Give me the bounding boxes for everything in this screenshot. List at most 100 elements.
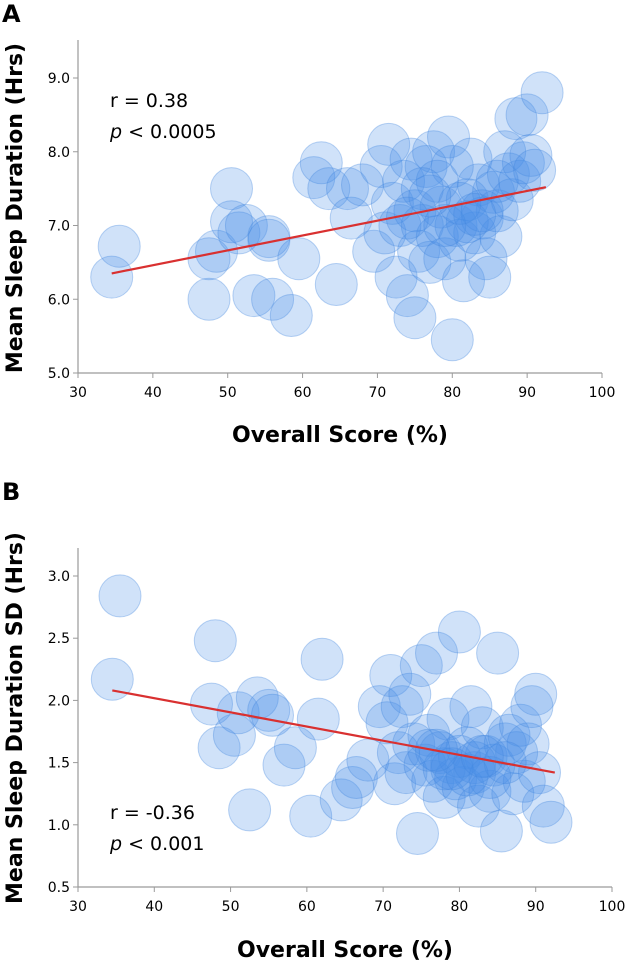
data-point bbox=[518, 751, 561, 795]
y-tick-label: 8.0 bbox=[48, 145, 70, 161]
y-tick-label: 3.0 bbox=[48, 569, 70, 585]
data-point bbox=[449, 685, 493, 729]
data-point bbox=[389, 137, 433, 181]
data-point bbox=[442, 259, 485, 303]
x-tick-label: 30 bbox=[69, 385, 87, 401]
panel-b-fit-line bbox=[112, 689, 556, 774]
data-point bbox=[460, 734, 504, 778]
data-point bbox=[468, 769, 512, 813]
data-point bbox=[197, 726, 241, 770]
y-tick-label: 6.0 bbox=[48, 292, 70, 308]
x-tick-label: 50 bbox=[222, 899, 240, 915]
data-point bbox=[393, 189, 437, 233]
data-point bbox=[502, 759, 546, 803]
x-tick-label: 100 bbox=[599, 899, 626, 915]
data-point bbox=[373, 762, 417, 806]
data-point bbox=[289, 794, 333, 838]
data-point bbox=[510, 685, 554, 729]
data-point bbox=[393, 296, 437, 340]
data-point bbox=[505, 93, 549, 137]
data-point bbox=[217, 211, 261, 255]
data-point bbox=[251, 277, 295, 321]
data-point bbox=[400, 204, 444, 247]
data-point bbox=[90, 255, 134, 299]
data-point bbox=[430, 318, 474, 362]
data-point bbox=[468, 255, 512, 299]
data-point bbox=[400, 167, 444, 211]
data-point bbox=[426, 697, 470, 741]
data-point bbox=[457, 784, 500, 828]
data-point bbox=[352, 229, 396, 273]
data-point bbox=[423, 237, 467, 281]
x-tick-label: 70 bbox=[374, 899, 392, 915]
data-point bbox=[441, 766, 485, 809]
data-point bbox=[247, 215, 291, 259]
panel-b: B 0.5 1.0 1.5 2.0 2.5 3.0 30 40 50 60 70 80 90 100 r… bbox=[2, 478, 625, 963]
data-point bbox=[388, 672, 432, 716]
data-point bbox=[326, 167, 369, 211]
data-point bbox=[475, 189, 519, 233]
data-point bbox=[487, 713, 531, 757]
y-tick-label: 2.0 bbox=[48, 693, 70, 709]
y-tick-label: 5.0 bbox=[48, 366, 70, 382]
data-point bbox=[228, 788, 272, 832]
data-point bbox=[468, 756, 512, 799]
panel-letter-a: A bbox=[2, 0, 21, 28]
data-point bbox=[247, 218, 291, 262]
data-point bbox=[232, 274, 276, 318]
data-point bbox=[445, 200, 489, 244]
data-point bbox=[411, 759, 455, 803]
data-point bbox=[370, 181, 414, 225]
data-point bbox=[365, 701, 409, 745]
data-point bbox=[262, 743, 306, 787]
data-point bbox=[521, 784, 565, 828]
x-tick-label: 40 bbox=[144, 385, 162, 401]
panel-b-x-ticks: 30 40 50 60 70 80 90 100 bbox=[69, 887, 625, 915]
panel-a-r-value: r = 0.38 bbox=[110, 90, 188, 112]
data-point bbox=[363, 211, 407, 255]
data-point bbox=[445, 753, 489, 797]
panel-a-y-ticks: 5.0 6.0 7.0 8.0 9.0 bbox=[48, 71, 78, 382]
panel-a-x-axis-title: Overall Score (%) bbox=[232, 423, 448, 448]
data-point bbox=[514, 672, 558, 716]
data-point bbox=[449, 137, 493, 181]
x-tick-label: 30 bbox=[69, 899, 87, 915]
data-point bbox=[359, 145, 403, 188]
x-tick-label: 80 bbox=[451, 899, 469, 915]
data-point bbox=[483, 722, 527, 766]
data-point bbox=[396, 812, 439, 855]
data-point bbox=[453, 211, 497, 255]
data-point bbox=[403, 743, 447, 787]
panel-b-r-value: r = -0.36 bbox=[110, 802, 195, 824]
data-point bbox=[210, 200, 253, 244]
data-point bbox=[430, 747, 474, 791]
data-point bbox=[453, 751, 497, 795]
data-point bbox=[385, 274, 429, 318]
data-point bbox=[399, 644, 443, 688]
data-point bbox=[404, 145, 448, 188]
data-point bbox=[357, 685, 401, 729]
data-point bbox=[427, 115, 470, 159]
data-point bbox=[334, 756, 378, 799]
data-point bbox=[422, 775, 466, 819]
data-point bbox=[269, 294, 313, 337]
panel-a-fit-line bbox=[111, 186, 547, 275]
data-point bbox=[331, 766, 375, 809]
data-point bbox=[97, 224, 141, 268]
data-point bbox=[434, 757, 478, 801]
x-tick-label: 40 bbox=[145, 899, 163, 915]
data-point bbox=[408, 240, 452, 284]
data-point bbox=[479, 215, 523, 259]
data-point bbox=[397, 229, 441, 273]
x-tick-label: 90 bbox=[518, 385, 536, 401]
panel-b-x-axis-title: Overall Score (%) bbox=[237, 938, 453, 963]
x-tick-label: 90 bbox=[527, 899, 545, 915]
y-tick-label: 7.0 bbox=[48, 219, 70, 235]
panel-letter-b: B bbox=[2, 478, 20, 506]
data-point bbox=[300, 637, 344, 681]
data-point bbox=[412, 130, 456, 174]
data-point bbox=[299, 141, 343, 185]
data-point bbox=[277, 237, 321, 281]
y-tick-label: 0.5 bbox=[48, 880, 70, 896]
data-point bbox=[479, 809, 523, 853]
